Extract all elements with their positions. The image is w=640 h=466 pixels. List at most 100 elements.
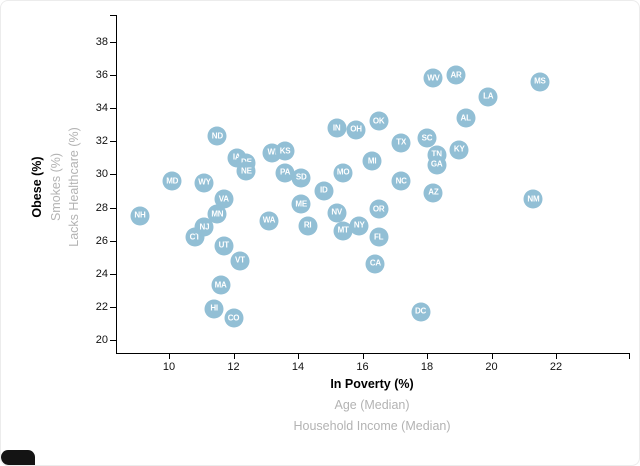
state-circle-label: MS [534, 76, 546, 86]
state-circle-nd[interactable]: ND [207, 126, 227, 146]
state-circle-label: CA [369, 258, 381, 268]
state-circle-tx[interactable]: TX [391, 133, 411, 153]
state-circle-co[interactable]: CO [224, 308, 243, 328]
state-circle-label: NH [134, 210, 146, 220]
state-circle-wv[interactable]: WV [423, 68, 443, 88]
state-circle-ne[interactable]: NE [236, 161, 256, 181]
state-circle-label: WV [427, 73, 440, 83]
state-circle-label: CO [227, 313, 240, 323]
state-circle-ma[interactable]: MA [211, 275, 231, 295]
state-circle-label: NC [395, 176, 407, 186]
state-circle-sd[interactable]: SD [291, 168, 311, 188]
y-tick-label: 38 [95, 35, 108, 48]
state-circle-label: SD [295, 172, 307, 182]
state-circle-label: PA [280, 167, 291, 177]
x-tick-label: 22 [549, 361, 563, 373]
state-circle-ny[interactable]: NY [349, 216, 369, 236]
x-tick-label: 16 [356, 361, 369, 373]
state-circle-label: DC [414, 306, 427, 316]
state-circle-nc[interactable]: NC [391, 171, 411, 191]
state-circle-label: KS [279, 146, 291, 156]
state-circle-label: GA [430, 159, 443, 169]
state-circle-la[interactable]: LA [478, 87, 498, 107]
state-circle-nm[interactable]: NM [523, 189, 543, 209]
state-circle-label: NJ [199, 222, 210, 232]
state-circle-label: RI [303, 220, 312, 230]
x-axis-endcap [629, 353, 630, 359]
state-circle-hi[interactable]: HI [204, 299, 224, 319]
state-circle-ky[interactable]: KY [449, 140, 469, 160]
x-axis-option-age-median[interactable]: Age (Median) [334, 398, 410, 412]
y-tick [110, 108, 116, 110]
state-circle-md[interactable]: MD [162, 171, 182, 191]
x-tick [491, 353, 493, 359]
state-circle-ar[interactable]: AR [446, 65, 466, 85]
y-axis-line [116, 15, 117, 353]
state-circle-label: AL [460, 113, 471, 123]
state-circle-label: LA [483, 91, 494, 101]
state-circle-pa[interactable]: PA [275, 163, 295, 183]
state-circle-nh[interactable]: NH [130, 206, 150, 226]
state-circle-ga[interactable]: GA [427, 155, 447, 174]
x-tick [298, 353, 299, 359]
state-circle-sc[interactable]: SC [417, 128, 437, 148]
state-circle-label: OH [350, 124, 362, 134]
state-circle-label: VA [218, 194, 229, 204]
y-tick-label: 36 [95, 69, 108, 82]
state-circle-oh[interactable]: OH [346, 120, 366, 140]
state-circle-in[interactable]: IN [327, 118, 347, 138]
state-circle-label: MN [211, 209, 224, 219]
x-tick [556, 353, 557, 359]
state-circle-dc[interactable]: DC [411, 302, 431, 322]
state-circle-va[interactable]: VA [214, 189, 234, 209]
x-tick-label: 10 [162, 361, 176, 373]
x-tick [169, 353, 170, 359]
state-circle-fl[interactable]: FL [369, 227, 389, 247]
state-circle-label: WA [262, 215, 276, 225]
state-circle-mi[interactable]: MI [362, 151, 382, 171]
state-circle-mo[interactable]: MO [333, 163, 353, 183]
state-circle-wy[interactable]: WY [194, 173, 214, 193]
state-circle-al[interactable]: AL [456, 108, 476, 128]
y-tick [110, 306, 116, 308]
y-tick [110, 75, 116, 77]
y-tick-label: 32 [95, 135, 108, 148]
state-circle-ca[interactable]: CA [365, 254, 385, 274]
state-circle-ok[interactable]: OK [369, 111, 389, 131]
y-tick-label: 34 [95, 102, 108, 115]
y-tick [110, 240, 116, 242]
x-tick-label: 12 [227, 361, 240, 373]
state-circle-mn[interactable]: MN [207, 204, 227, 224]
state-circle-az[interactable]: AZ [423, 183, 443, 203]
x-tick [362, 353, 364, 359]
state-circle-label: ME [295, 199, 308, 209]
y-tick-label: 28 [95, 201, 108, 214]
y-tick-label: 30 [95, 168, 108, 181]
state-circle-wa[interactable]: WA [259, 211, 279, 231]
state-circle-nj[interactable]: NJ [194, 217, 214, 237]
state-circle-label: ID [319, 185, 328, 195]
y-axis-option-smokes[interactable]: Smokes (%) [49, 152, 63, 222]
state-circle-me[interactable]: ME [291, 194, 311, 214]
corner-artifact [1, 450, 35, 465]
state-circle-vt[interactable]: VT [230, 251, 250, 271]
y-tick [110, 174, 116, 176]
state-circle-or[interactable]: OR [369, 199, 389, 219]
state-circle-ms[interactable]: MS [530, 72, 550, 92]
state-circle-label: MI [367, 156, 377, 166]
state-circle-label: SC [421, 133, 433, 143]
state-circle-id[interactable]: ID [314, 181, 334, 201]
x-axis-option-household-income[interactable]: Household Income (Median) [293, 419, 451, 433]
x-tick [427, 353, 428, 359]
y-axis-option-obese[interactable]: Obese (%) [30, 156, 44, 218]
state-circle-label: VT [235, 255, 245, 265]
state-circle-ks[interactable]: KS [275, 141, 295, 161]
state-circle-label: IN [332, 123, 341, 133]
x-axis-option-in-poverty[interactable]: In Poverty (%) [330, 377, 414, 391]
state-circle-nv[interactable]: NV [327, 203, 347, 223]
state-circle-label: KY [453, 144, 465, 154]
state-circle-mt[interactable]: MT [333, 221, 353, 241]
state-circle-ri[interactable]: RI [298, 216, 318, 236]
state-circle-ut[interactable]: UT [214, 236, 234, 256]
